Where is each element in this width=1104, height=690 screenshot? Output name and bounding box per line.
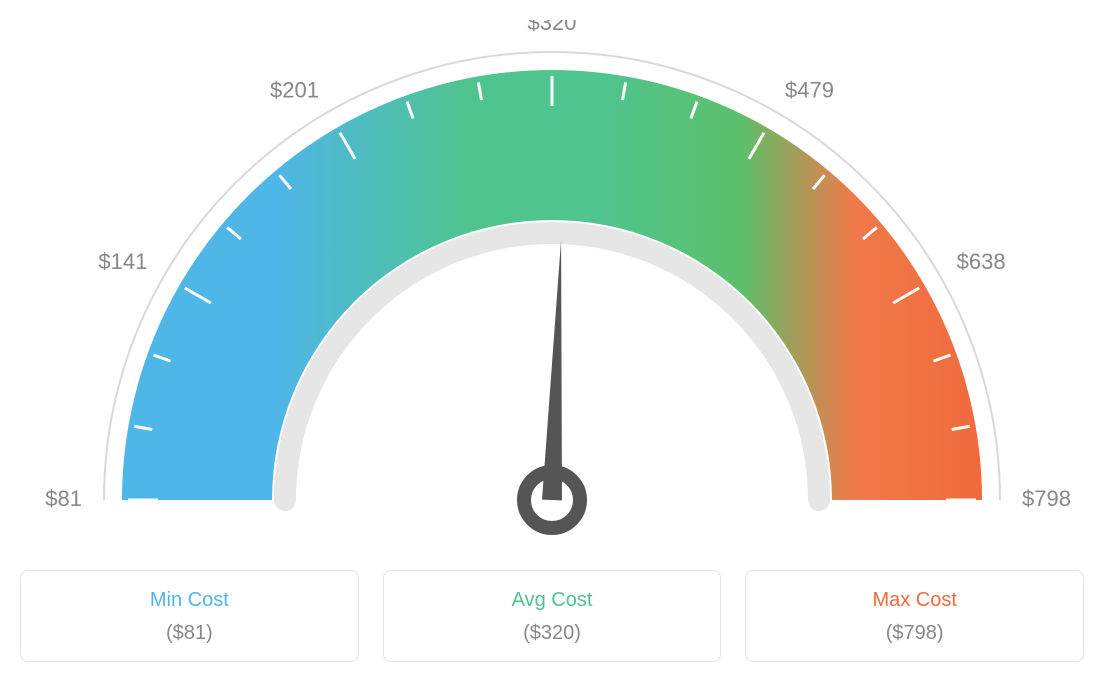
scale-label: $81	[45, 486, 82, 511]
legend-value: ($798)	[756, 622, 1073, 645]
chart-container: $81 $141 $201 $320 $479 $638 $798 Min Cost ($81…	[20, 20, 1084, 662]
legend-label: Min Cost	[150, 589, 229, 612]
legend-label: Max Cost	[872, 589, 956, 612]
legend-card: Max Cost ($798)	[745, 570, 1084, 662]
scale-label: $320	[528, 20, 577, 35]
gauge-area: $81 $141 $201 $320 $479 $638 $798	[20, 20, 1084, 550]
legend-row: Min Cost ($81) Avg Cost ($320) Max Cost ($798…	[20, 570, 1084, 662]
legend-card: Avg Cost ($320)	[383, 570, 722, 662]
gauge-svg: $81 $141 $201 $320 $479 $638 $798	[20, 20, 1084, 550]
scale-label: $798	[1022, 486, 1071, 511]
legend-label: Avg Cost	[512, 589, 593, 612]
needle	[542, 240, 562, 500]
scale-label: $141	[98, 249, 147, 274]
scale-label: $638	[957, 249, 1006, 274]
legend-value: ($81)	[31, 622, 348, 645]
scale-label: $479	[785, 77, 834, 102]
scale-label: $201	[270, 77, 319, 102]
legend-card: Min Cost ($81)	[20, 570, 359, 662]
legend-value: ($320)	[394, 622, 711, 645]
